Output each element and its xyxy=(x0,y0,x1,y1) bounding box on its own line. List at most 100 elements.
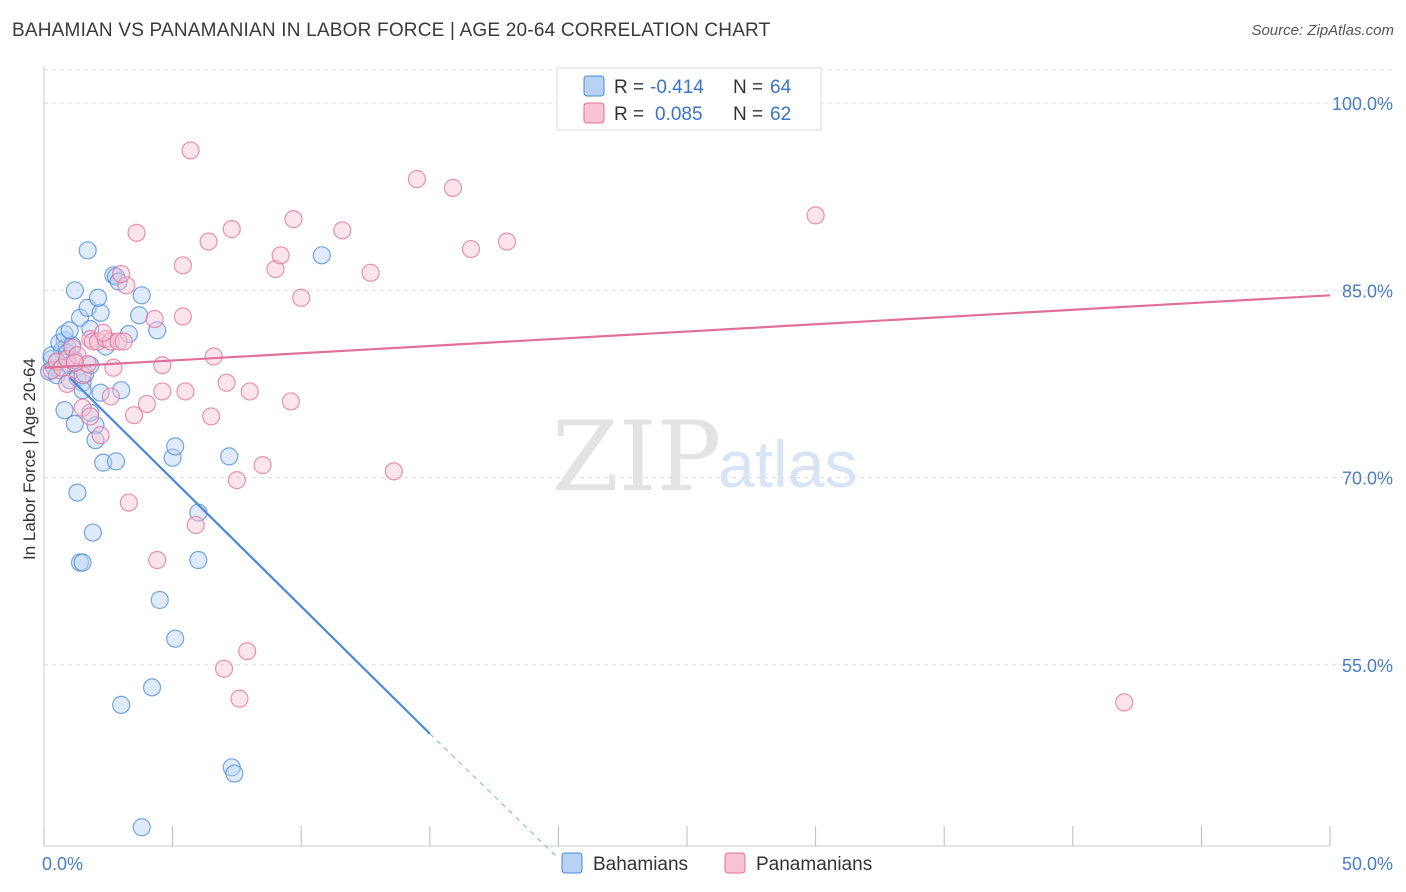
data-point-bahamians xyxy=(148,321,167,340)
data-point-panamanians xyxy=(292,288,311,307)
data-point-panamanians xyxy=(65,353,84,372)
data-point-bahamians xyxy=(94,453,113,472)
data-point-panamanians xyxy=(361,263,380,282)
series-legend-label-bahamians[interactable]: Bahamians xyxy=(593,854,688,875)
data-point-panamanians xyxy=(104,358,123,377)
series-legend-swatch-bahamians[interactable] xyxy=(561,852,583,874)
legend-n-label-panamanians: N = xyxy=(733,104,763,125)
data-point-bahamians xyxy=(112,695,131,714)
data-point-panamanians xyxy=(238,642,257,661)
data-point-panamanians xyxy=(114,332,133,351)
data-point-panamanians xyxy=(240,382,259,401)
data-point-panamanians xyxy=(186,515,205,535)
legend-swatch-panamanians xyxy=(583,102,605,124)
y-tick-label: 55.0% xyxy=(1342,656,1393,676)
y-tick-labels: 55.0% 70.0% 85.0% 100.0% xyxy=(1332,94,1393,676)
data-point-panamanians xyxy=(199,232,218,251)
watermark: ZIP atlas xyxy=(552,401,857,513)
data-point-bahamians xyxy=(132,818,151,837)
legend-r-value-bahamians: -0.414 xyxy=(650,77,704,98)
trend-lines xyxy=(43,294,1331,859)
series-legend-swatch-panamanians[interactable] xyxy=(724,852,746,874)
legend-n-label-bahamians: N = xyxy=(733,77,763,98)
data-point-bahamians xyxy=(60,321,79,340)
data-point-panamanians xyxy=(281,392,301,411)
data-point-panamanians xyxy=(109,332,128,351)
data-point-panamanians xyxy=(1115,693,1134,712)
data-point-bahamians xyxy=(132,286,151,305)
data-point-bahamians xyxy=(220,447,239,466)
data-point-panamanians xyxy=(461,239,481,259)
grid-lines xyxy=(44,69,1392,666)
data-point-bahamians xyxy=(70,308,90,327)
data-point-panamanians xyxy=(94,323,113,342)
data-point-bahamians xyxy=(189,550,208,570)
data-point-bahamians xyxy=(68,483,87,502)
y-tick-label: 85.0% xyxy=(1342,281,1393,301)
data-point-panamanians xyxy=(333,221,352,240)
legend-r-value-panamanians: 0.085 xyxy=(655,104,703,125)
series-legend-label-panamanians[interactable]: Panamanians xyxy=(756,854,872,875)
data-point-panamanians xyxy=(145,309,164,329)
data-point-panamanians xyxy=(176,382,195,401)
data-point-panamanians xyxy=(214,659,234,678)
data-point-bahamians xyxy=(65,281,84,300)
data-point-panamanians xyxy=(230,689,249,708)
data-point-panamanians xyxy=(222,220,241,239)
trend-line-bahamians xyxy=(68,376,431,735)
data-point-panamanians xyxy=(443,178,463,197)
data-point-panamanians xyxy=(266,259,285,279)
data-point-panamanians xyxy=(148,550,167,570)
data-point-panamanians xyxy=(284,210,303,229)
legend-n-value-bahamians: 64 xyxy=(770,77,792,98)
data-point-bahamians xyxy=(150,590,169,610)
legend-n-value-panamanians: 62 xyxy=(770,104,791,125)
legend-r-label-panamanians: R = xyxy=(614,104,644,125)
y-axis-title: In Labor Force | Age 20-64 xyxy=(20,358,39,560)
data-point-bahamians xyxy=(91,383,110,402)
data-point-bahamians xyxy=(112,381,131,400)
x-tick-label-max: 50.0% xyxy=(1342,854,1393,874)
data-point-bahamians xyxy=(142,678,162,697)
data-point-bahamians xyxy=(88,288,108,307)
source-label: Source: ZipAtlas.com xyxy=(1251,22,1394,39)
watermark-atlas: atlas xyxy=(718,427,857,501)
data-point-panamanians xyxy=(806,206,825,225)
data-point-panamanians xyxy=(204,347,223,366)
data-point-panamanians xyxy=(217,373,236,392)
y-tick-label: 70.0% xyxy=(1342,469,1393,489)
data-point-bahamians xyxy=(86,431,105,450)
data-point-panamanians xyxy=(91,426,110,445)
stats-legend: R = -0.414 N = 64 R = 0.085 N = 62 xyxy=(556,67,822,131)
data-point-panamanians xyxy=(101,387,120,406)
data-point-panamanians xyxy=(81,407,100,426)
data-point-bahamians xyxy=(65,414,84,434)
series-legend: Bahamians Panamanians xyxy=(561,852,872,875)
data-point-panamanians xyxy=(173,256,192,275)
data-point-bahamians xyxy=(55,401,74,420)
data-point-panamanians xyxy=(271,246,290,265)
watermark-zip: ZIP xyxy=(552,401,721,513)
data-point-panamanians xyxy=(173,307,192,326)
data-point-bahamians xyxy=(91,303,110,322)
data-point-panamanians xyxy=(117,276,136,295)
data-point-bahamians xyxy=(83,523,102,542)
trend-line-extension-bahamians xyxy=(429,733,559,859)
data-point-bahamians xyxy=(225,764,244,783)
data-point-bahamians xyxy=(163,448,182,467)
x-tick-label-min: 0.0% xyxy=(42,854,83,874)
data-point-bahamians xyxy=(78,241,97,260)
data-point-panamanians xyxy=(153,356,172,375)
data-point-panamanians xyxy=(202,407,221,426)
data-point-panamanians xyxy=(119,493,138,512)
y-tick-label: 100.0% xyxy=(1332,94,1393,114)
data-point-panamanians xyxy=(407,170,427,189)
legend-swatch-bahamians xyxy=(583,75,605,97)
data-point-bahamians xyxy=(166,437,185,456)
legend-r-label-bahamians: R = xyxy=(614,77,644,98)
data-point-panamanians xyxy=(112,264,131,284)
data-point-bahamians xyxy=(73,553,92,572)
chart-title: BAHAMIAN VS PANAMANIAN IN LABOR FORCE | … xyxy=(12,20,771,41)
data-point-panamanians xyxy=(384,462,403,481)
data-point-panamanians xyxy=(124,406,144,425)
